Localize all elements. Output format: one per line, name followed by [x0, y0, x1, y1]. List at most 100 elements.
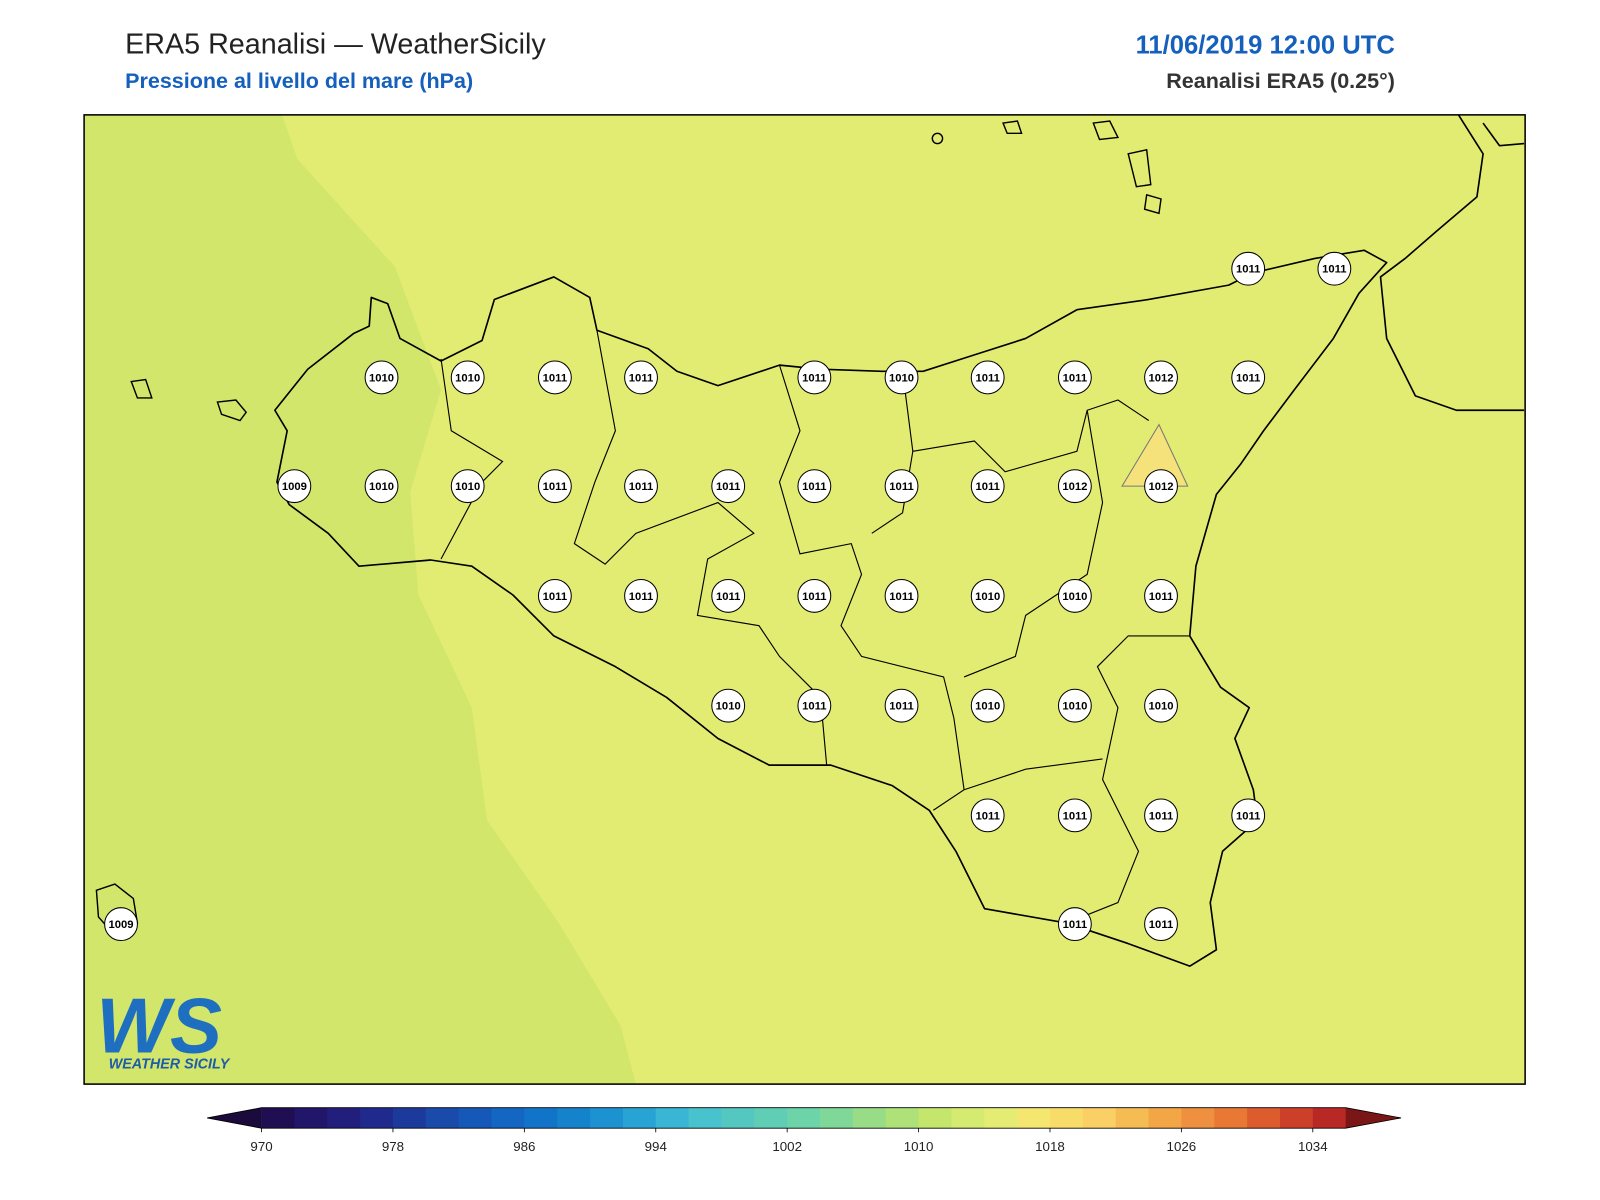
logo-name: WEATHER SICILY	[109, 1057, 231, 1073]
station-marker	[1144, 798, 1178, 833]
station-value: 1011	[1322, 264, 1346, 276]
colorbar-box	[1017, 1107, 1051, 1129]
colorbar-box	[524, 1107, 558, 1129]
station-marker	[624, 360, 658, 395]
station-marker	[364, 360, 399, 395]
colorbar-box	[590, 1107, 624, 1129]
station-marker	[1144, 360, 1178, 395]
colorbar-box	[688, 1107, 722, 1129]
station-value: 1010	[1062, 591, 1087, 603]
colorbar-box	[852, 1107, 887, 1129]
sicily-coastline	[274, 249, 1388, 967]
colorbar-tick-label: 1034	[1298, 1139, 1328, 1154]
station-marker	[1231, 798, 1266, 833]
colorbar-box	[458, 1107, 493, 1129]
station-marker	[711, 469, 746, 504]
station-value: 1009	[108, 919, 133, 931]
station-marker	[1057, 798, 1092, 833]
station-value: 1011	[1236, 372, 1260, 384]
colorbar-tick-label: 970	[250, 1139, 272, 1154]
colorbar-box	[425, 1107, 460, 1129]
colorbar-box	[1312, 1107, 1347, 1129]
colorbar-box	[754, 1107, 788, 1129]
colorbar-box	[1082, 1107, 1117, 1129]
station-value: 1010	[716, 701, 741, 713]
station-marker	[277, 469, 312, 504]
station-marker	[1144, 907, 1178, 942]
title: ERA5 Reanalisi — WeatherSicily	[125, 28, 546, 60]
station-value: 1011	[543, 591, 567, 603]
station-value: 1011	[802, 372, 826, 384]
station-value: 1010	[975, 701, 1000, 713]
station-marker	[537, 578, 572, 613]
station-value: 1010	[455, 481, 480, 493]
colorbar-box	[261, 1107, 295, 1129]
logo-mark: WS	[96, 981, 222, 1069]
colorbar-tick-label: 978	[382, 1139, 404, 1154]
station-marker	[1231, 360, 1266, 395]
colorbar-box	[721, 1107, 755, 1129]
station-value: 1011	[543, 372, 567, 384]
station-marker	[797, 469, 832, 504]
station-marker	[711, 688, 746, 723]
colorbar-tick-label: 1018	[1035, 1139, 1065, 1154]
station-value: 1011	[1236, 810, 1260, 822]
station-marker	[364, 469, 399, 504]
datetime: 11/06/2019 12:00 UTC	[1136, 31, 1395, 59]
colorbar-box	[1214, 1107, 1248, 1129]
station-marker	[450, 469, 485, 504]
station-marker	[797, 688, 832, 723]
station-marker	[711, 578, 746, 613]
colorbar-box	[327, 1107, 361, 1129]
station-value: 1011	[543, 481, 567, 493]
islands	[95, 120, 1162, 937]
colorbar-box	[491, 1107, 525, 1129]
station-marker	[884, 578, 919, 613]
station-value: 1011	[1063, 919, 1087, 931]
colorbar-box	[1247, 1107, 1281, 1129]
colorbar-tick-label: 1010	[904, 1139, 934, 1154]
station-value: 1011	[802, 481, 826, 493]
station-marker	[1057, 360, 1092, 395]
station-value: 1010	[455, 372, 480, 384]
colorbar-box	[918, 1107, 952, 1129]
pressure-field-low	[84, 114, 636, 1085]
colorbar-box	[1181, 1107, 1215, 1129]
station-marker	[1231, 251, 1266, 286]
colorbar-box	[294, 1107, 328, 1129]
station-value: 1011	[716, 481, 740, 493]
station-value: 1011	[1063, 372, 1087, 384]
station-value: 1010	[369, 372, 394, 384]
station-value: 1011	[629, 372, 653, 384]
subtitle: Pressione al livello del mare (hPa)	[125, 69, 473, 93]
colorbar-box	[885, 1107, 920, 1129]
map-frame	[83, 114, 1526, 1085]
colorbar-box	[1115, 1107, 1150, 1129]
station-value: 1011	[802, 591, 826, 603]
station-marker	[884, 360, 919, 395]
colorbar-box	[951, 1107, 985, 1129]
station-value: 1011	[1149, 810, 1173, 822]
station-marker	[797, 578, 832, 613]
colorbar: 970 978 986 994 1002 1010 1018 1026 1034	[207, 1107, 1402, 1154]
colorbar-box	[1049, 1107, 1084, 1129]
station-value: 1010	[1148, 701, 1173, 713]
station-marker	[104, 907, 138, 942]
station-labels: 1011 1011 1010 1010 1011 1011 1011 1010 1011 1011…	[104, 251, 1352, 942]
colorbar-extend-high	[1345, 1107, 1402, 1129]
station-value: 1011	[975, 810, 999, 822]
station-marker	[970, 360, 1005, 395]
station-value: 1010	[889, 372, 914, 384]
source: Reanalisi ERA5 (0.25°)	[1166, 69, 1395, 93]
station-marker	[1144, 469, 1178, 504]
station-marker	[970, 798, 1005, 833]
colorbar-box	[622, 1107, 657, 1129]
station-value: 1011	[975, 372, 999, 384]
colorbar-box	[655, 1107, 690, 1129]
station-value: 1011	[629, 481, 653, 493]
station-marker	[1057, 907, 1092, 942]
station-value: 1011	[889, 591, 913, 603]
station-value: 1011	[975, 481, 999, 493]
station-value: 1010	[975, 591, 1000, 603]
